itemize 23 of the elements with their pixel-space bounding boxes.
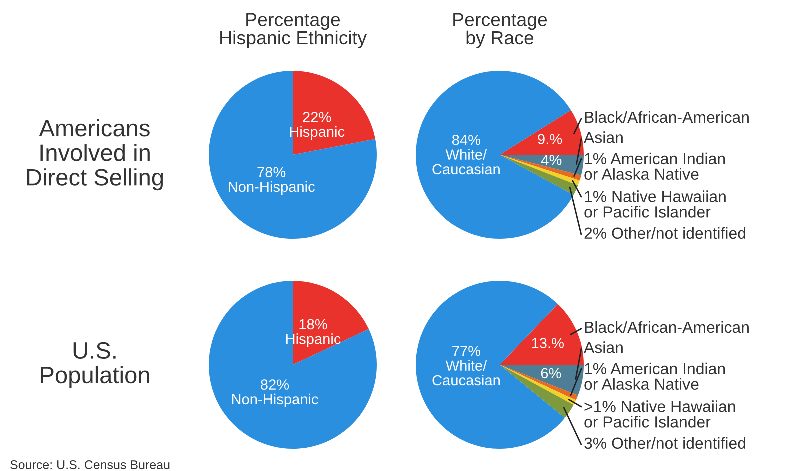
text: Americans Involved in Direct Selling xyxy=(27,119,164,191)
data-label: 9.% xyxy=(538,134,562,145)
source-note: Source: U.S. Census Bureau xyxy=(10,460,170,470)
data-label: 78% Non-Hispanic xyxy=(229,167,315,196)
slice-label: 2% Other/not identified xyxy=(584,227,746,240)
data-label: 4% xyxy=(541,155,562,166)
slice-label: 3% Other/not identified xyxy=(584,437,746,450)
chart-title: Percentage Hispanic Ethnicity xyxy=(220,13,367,48)
chart-title: Percentage by Race xyxy=(454,13,548,48)
slice-label: Black/African-American xyxy=(585,321,749,334)
slice-label: Black/African-American xyxy=(585,111,749,124)
slice-label: Asian xyxy=(584,342,623,354)
data-label: 82% Non-Hispanic xyxy=(232,380,318,408)
data-label: 84% White/ Caucasian xyxy=(432,134,500,175)
slice-label: >1% Native Hawaiian or Pacific Islander xyxy=(584,400,736,428)
slice-label: 1% American Indian or Alaska Native xyxy=(584,362,726,390)
data-label: 13.% xyxy=(532,338,564,348)
slice-label: 1% Native Hawaiian or Pacific Islander xyxy=(584,190,726,218)
data-label: 77% White/ Caucasian xyxy=(432,346,500,386)
data-label: 6% xyxy=(541,368,562,379)
slice-label: 1% American Indian or Alaska Native xyxy=(584,152,726,180)
text: U.S. Population xyxy=(41,342,150,388)
slice-label: Asian xyxy=(584,132,623,144)
